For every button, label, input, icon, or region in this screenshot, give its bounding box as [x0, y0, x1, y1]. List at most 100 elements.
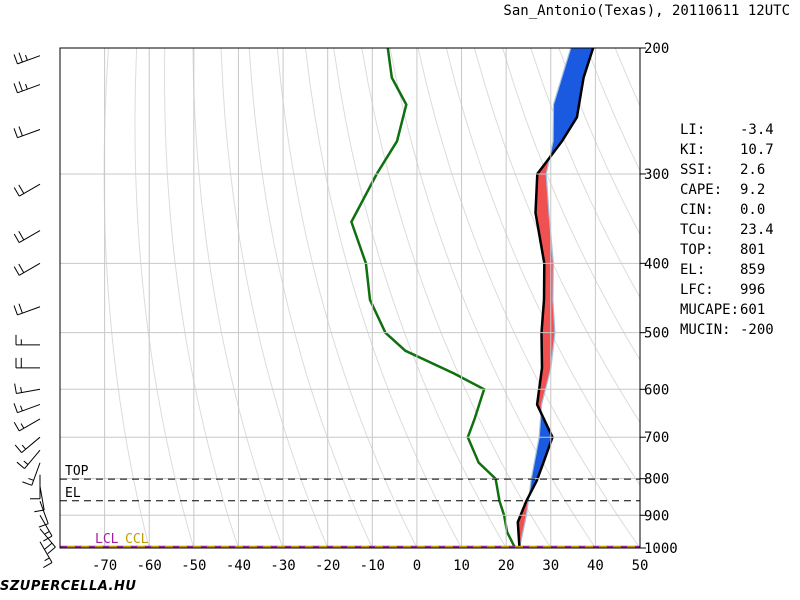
cape-area — [543, 285, 554, 290]
wind-barb-staff — [39, 515, 53, 537]
y-tick-label: 1000 — [644, 541, 678, 557]
x-tick-label: -40 — [226, 558, 251, 574]
x-tick-label: 50 — [632, 558, 649, 574]
wind-barb — [30, 474, 41, 500]
cape-area — [535, 207, 550, 214]
dry-adiabat — [134, 48, 195, 548]
cape-area — [543, 278, 554, 283]
index-label: SSI: — [680, 162, 714, 178]
x-tick-label: 10 — [453, 558, 470, 574]
wind-barb-staff — [17, 84, 41, 94]
wind-barb-flag — [13, 266, 20, 276]
index-label: CIN: — [680, 202, 714, 218]
wind-barb-flag — [22, 481, 32, 486]
plot-frame — [59, 47, 641, 549]
wind-barb-flag — [18, 126, 23, 137]
wind-barb — [16, 449, 41, 469]
ccl-label: CCL — [125, 532, 149, 547]
lcl-label: LCL — [95, 532, 119, 547]
cape-area — [541, 332, 556, 337]
index-label: TCu: — [680, 222, 714, 238]
index-label: TOP: — [680, 242, 714, 258]
cape-area — [541, 338, 555, 343]
dry-adiabat — [305, 48, 462, 548]
cape-area — [542, 313, 555, 318]
cape-area — [535, 203, 549, 209]
cape-area — [542, 316, 555, 321]
stability-indices: LI: -3.4 KI: 10.7 SSI: 2.6 CAPE: 9.2 CIN: 0.0 TCu:… — [680, 122, 774, 338]
x-tick-label: 40 — [587, 558, 604, 574]
cin-area — [567, 48, 594, 57]
wind-barb-column — [13, 52, 56, 568]
wind-barb — [38, 500, 49, 528]
cape-area — [541, 361, 552, 366]
cin-area — [559, 77, 584, 85]
cin-area — [553, 97, 581, 105]
y-tick-label: 900 — [644, 508, 669, 524]
wind-barb-staff — [17, 55, 41, 65]
cape-area — [535, 193, 549, 200]
cape-area — [543, 274, 554, 279]
wind-barb-flag — [44, 542, 53, 550]
cape-area — [543, 262, 554, 268]
chart-title: San_Antonio(Texas), 20110611 12UTC — [503, 3, 790, 19]
cape-area — [536, 178, 548, 185]
wind-barb-staff — [17, 306, 41, 316]
cape-area — [536, 221, 551, 227]
cin-area — [557, 84, 583, 92]
wind-barb-flag — [44, 557, 50, 562]
cape-area — [536, 188, 548, 195]
cape-area — [543, 281, 554, 287]
cape-area — [541, 319, 555, 324]
wind-barb-staff — [39, 486, 45, 511]
wind-barb — [13, 183, 41, 197]
cape-area — [542, 306, 554, 311]
wind-barb-staff — [18, 230, 41, 244]
wind-barb — [13, 126, 41, 139]
wind-barb — [13, 81, 41, 94]
wind-barb-flag — [38, 523, 49, 528]
wind-barb — [13, 230, 41, 244]
x-tick-label: -60 — [137, 558, 162, 574]
dry-adiabat — [558, 48, 640, 236]
wind-barb-staff — [18, 183, 41, 197]
cape-area — [535, 198, 549, 204]
wind-barb-flag — [13, 187, 20, 197]
wind-barb — [15, 357, 40, 369]
dry-adiabat — [276, 48, 418, 548]
cin-area — [561, 70, 587, 78]
cin-area — [565, 55, 592, 64]
wind-barb — [39, 541, 53, 568]
cape-area — [543, 296, 554, 301]
wind-barb — [39, 515, 53, 542]
y-tick-label: 300 — [644, 167, 669, 183]
index-value: 9.2 — [740, 182, 765, 198]
index-label: LFC: — [680, 282, 714, 298]
wind-barb-staff — [16, 388, 41, 394]
cin-area — [555, 91, 582, 99]
cin-area — [553, 110, 579, 118]
wind-barb-flag — [23, 460, 29, 465]
wind-barb-flag — [20, 423, 25, 429]
wind-barb-flag — [18, 52, 23, 63]
dry-adiabat — [530, 48, 640, 299]
wind-barb-flag — [18, 184, 25, 194]
cape-area — [541, 344, 554, 349]
wind-barb-flag — [34, 509, 45, 513]
index-value: 0.0 — [740, 202, 765, 218]
wind-barb — [22, 462, 41, 486]
x-tick-label: -70 — [92, 558, 117, 574]
wind-barb-flag — [14, 383, 17, 394]
cape-area — [541, 364, 552, 369]
cape-area — [541, 347, 554, 352]
y-tick-label: 500 — [644, 326, 669, 342]
wind-barb — [14, 383, 41, 394]
wind-barb-flag — [20, 387, 23, 393]
index-label: CAPE: — [680, 182, 722, 198]
x-tick-label: -50 — [181, 558, 206, 574]
wind-barb-staff — [39, 500, 49, 524]
wind-barb-flag — [43, 535, 53, 542]
wind-barb — [15, 334, 40, 346]
wind-barb-flag — [18, 263, 25, 273]
